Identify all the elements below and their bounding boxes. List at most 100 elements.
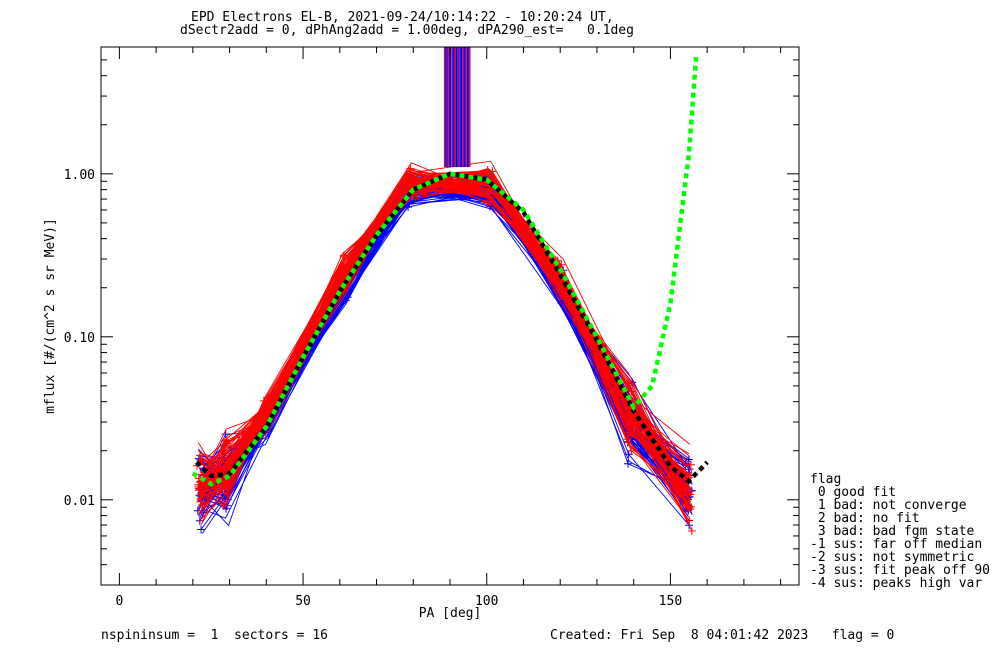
legend-item: -2 sus: not symmetric — [810, 550, 975, 565]
spectrum-line — [202, 169, 690, 487]
spectrum-line — [197, 178, 690, 503]
spectrum-line — [203, 192, 691, 492]
spectrum-line — [197, 185, 687, 512]
spectrum-line — [202, 178, 689, 495]
legend-item: -4 sus: peaks high var — [810, 576, 983, 591]
spectrum-line — [198, 182, 690, 509]
spectrum-line — [198, 160, 689, 497]
legend-item: 2 bad: no fit — [810, 511, 920, 526]
spectrum-line — [199, 191, 688, 508]
spectrum-line — [198, 174, 693, 510]
spectrum-line — [201, 184, 689, 507]
spectrum-line — [201, 182, 690, 506]
spectrum-line — [199, 170, 690, 510]
spectrum-line — [198, 167, 689, 495]
spectrum-line — [202, 174, 688, 482]
data-point-marker — [627, 446, 636, 455]
spectrum-line — [200, 179, 689, 482]
spectrum-line — [201, 175, 687, 519]
spectrum-line — [198, 173, 691, 485]
spectrum-line — [198, 183, 692, 508]
spectrum-line — [201, 179, 689, 512]
spectrum-line — [198, 176, 691, 522]
spectrum-line — [198, 180, 692, 489]
spectrum-line — [198, 170, 688, 496]
spectrum-line — [200, 196, 689, 510]
spectrum-line — [198, 176, 692, 492]
spectrum-line — [201, 181, 687, 486]
spectrum-line — [203, 173, 687, 491]
y-tick-label: 0.01 — [64, 494, 95, 509]
data-point-marker — [687, 527, 696, 536]
spectrum-line — [200, 176, 689, 501]
spectrum-line — [200, 176, 691, 485]
spectrum-line — [201, 168, 687, 491]
spectrum-line — [200, 177, 690, 487]
spectrum-line — [199, 183, 689, 507]
x-tick-label: 50 — [295, 594, 311, 609]
spectrum-line — [199, 191, 687, 497]
spectrum-line — [200, 175, 691, 502]
spectrum-line — [199, 176, 689, 499]
spectrum-line — [201, 189, 690, 489]
footer-right: Created: Fri Sep 8 04:01:42 2023 flag = … — [550, 628, 895, 643]
axis-layer: 0 50 100 150 0.01 0.10 1.00 — [64, 46, 799, 609]
spectrum-line — [198, 181, 686, 497]
spectrum-line — [199, 190, 688, 482]
spectrum-line — [198, 171, 692, 489]
spectrum-line — [197, 171, 693, 516]
spectrum-line — [201, 185, 691, 514]
spectrum-line — [199, 182, 689, 508]
spectrum-line — [201, 176, 690, 501]
spectrum-line — [201, 190, 689, 510]
data-point-marker — [554, 280, 563, 289]
data-point-marker — [627, 420, 636, 429]
data-point-marker — [686, 490, 695, 499]
y-tick-label: 1.00 — [64, 168, 95, 183]
spectrum-line — [199, 181, 691, 497]
spectrum-line — [202, 183, 690, 526]
data-point-marker — [220, 437, 229, 446]
spectrum-line — [201, 180, 690, 497]
data-point-marker — [198, 500, 207, 509]
spectrum-line — [199, 177, 689, 518]
spectrum-line — [200, 187, 690, 520]
spectrum-line — [197, 170, 687, 496]
data-point-marker — [483, 166, 492, 175]
spectrum-line — [199, 190, 688, 485]
spectrum-line — [197, 180, 690, 508]
spectrum-line — [200, 180, 689, 509]
spectrum-line — [198, 173, 689, 507]
spectrum-line — [199, 179, 688, 498]
spectrum-line — [199, 179, 690, 507]
data-point-marker — [340, 251, 349, 260]
spectrum-line — [201, 179, 690, 508]
spectrum-line — [200, 191, 687, 513]
spectrum-line — [202, 172, 691, 500]
spectrum-line — [200, 172, 690, 525]
spectrum-line — [198, 178, 688, 481]
spectrum-line — [200, 162, 691, 486]
spectrum-line — [199, 181, 690, 496]
spectrum-line — [199, 183, 690, 521]
chart-title-line1: EPD Electrons EL-B, 2021-09-24/10:14:22 … — [191, 10, 614, 25]
spectrum-line — [201, 167, 688, 525]
spectrum-line — [202, 180, 689, 485]
spectrum-line — [201, 187, 688, 486]
spectrum-line — [202, 181, 689, 514]
spectrum-line — [200, 183, 689, 509]
spectrum-line — [200, 175, 692, 476]
spectrum-line — [201, 174, 688, 506]
spectrum-line — [198, 177, 688, 502]
spectrum-line — [201, 183, 687, 501]
legend-item: 3 bad: bad fgm state — [810, 524, 975, 539]
spectrum-line — [201, 174, 690, 510]
spectrum-line — [200, 176, 690, 484]
spectrum-line — [198, 185, 692, 501]
data-point-marker — [193, 506, 202, 515]
spectrum-line — [199, 189, 688, 513]
data-point-marker — [197, 525, 206, 534]
spectrum-line — [199, 185, 690, 490]
spectrum-line — [199, 188, 690, 508]
data-point-marker — [686, 502, 695, 511]
